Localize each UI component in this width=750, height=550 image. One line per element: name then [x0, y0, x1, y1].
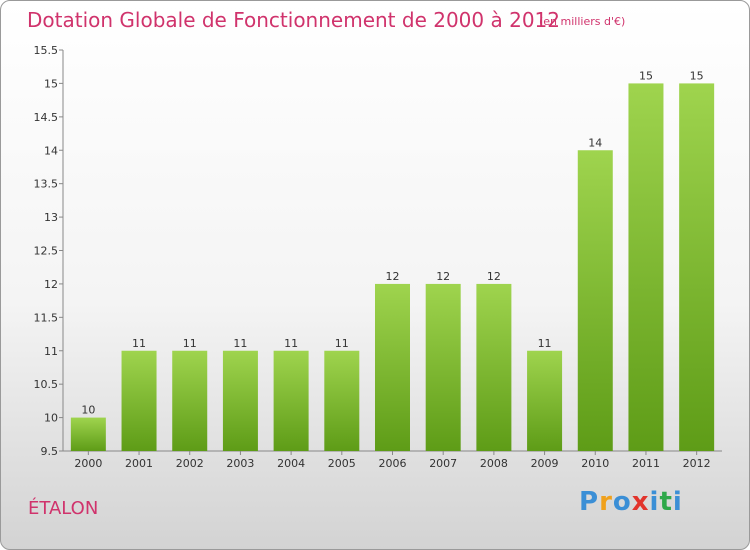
- y-tick-label: 11: [44, 345, 58, 358]
- bar: [527, 350, 563, 451]
- bar-value-label: 12: [487, 270, 501, 283]
- logo-letter: r: [599, 487, 613, 517]
- bar: [425, 283, 461, 451]
- bar-value-label: 11: [233, 337, 247, 350]
- x-tick-label: 2001: [125, 457, 153, 470]
- x-tick-label: 2000: [74, 457, 102, 470]
- logo-letter: i: [672, 487, 683, 517]
- bar: [679, 83, 715, 452]
- y-tick-label: 14: [44, 144, 58, 157]
- x-tick-label: 2003: [226, 457, 254, 470]
- bar: [375, 283, 410, 451]
- bar-value-label: 11: [183, 337, 197, 350]
- x-tick-label: 2004: [277, 457, 305, 470]
- x-tick-label: 2007: [429, 457, 457, 470]
- bar: [222, 350, 258, 451]
- bar-value-label: 15: [639, 69, 653, 82]
- bar-value-label: 14: [588, 136, 602, 149]
- proxiti-logo: Proxiti: [579, 487, 683, 517]
- logo-letter: P: [579, 487, 600, 517]
- y-tick-label: 15.5: [34, 44, 59, 57]
- bar-value-label: 11: [284, 337, 298, 350]
- logo-letter: x: [631, 487, 650, 517]
- bar: [577, 150, 613, 451]
- x-tick-label: 2009: [531, 457, 559, 470]
- x-tick-label: 2010: [581, 457, 609, 470]
- bar-value-label: 12: [436, 270, 450, 283]
- x-tick-label: 2002: [176, 457, 204, 470]
- x-tick-label: 2005: [328, 457, 356, 470]
- bar-value-label: 11: [335, 337, 349, 350]
- y-tick-label: 10.5: [34, 378, 59, 391]
- y-tick-label: 14.5: [34, 111, 59, 124]
- y-tick-label: 12.5: [34, 245, 59, 258]
- x-tick-label: 2011: [632, 457, 660, 470]
- data-labels: 10 11 11 11 11 11 12 12 12 11 14 15 15: [81, 69, 703, 416]
- bar: [70, 417, 106, 451]
- y-tick-label: 12: [44, 278, 58, 291]
- bar-value-label: 10: [81, 404, 95, 417]
- bar-value-label: 12: [386, 270, 400, 283]
- x-tick-label: 2012: [683, 457, 711, 470]
- bar: [628, 83, 664, 452]
- chart-unit: (en milliers d'€): [539, 15, 626, 28]
- y-tick-label: 9.5: [41, 445, 59, 458]
- bar-value-label: 15: [690, 69, 704, 82]
- y-tick-label: 10: [44, 412, 58, 425]
- bar: [476, 283, 512, 451]
- logo-letter: t: [659, 487, 673, 517]
- y-tick-label: 13: [44, 211, 58, 224]
- y-tick-label: 13.5: [34, 178, 59, 191]
- bars: [70, 83, 715, 452]
- bar: [172, 350, 208, 451]
- bar-value-label: 11: [538, 337, 552, 350]
- place-name: ÉTALON: [28, 498, 99, 519]
- logo-letter: i: [649, 487, 660, 517]
- x-tick-label: 2008: [480, 457, 508, 470]
- bar: [273, 350, 309, 451]
- chart-title: Dotation Globale de Fonctionnement de 20…: [27, 8, 560, 32]
- bar: [121, 350, 157, 451]
- logo-letter: o: [612, 487, 632, 517]
- bar: [324, 350, 360, 451]
- y-tick-label: 15: [44, 77, 58, 90]
- axes: 9.5 10 10.5 11 11.5 12 12.5 13 13.5 14 14.5 15 15.5 2…: [34, 44, 722, 470]
- bar-value-label: 11: [132, 337, 146, 350]
- y-tick-label: 11.5: [34, 311, 59, 324]
- x-tick-label: 2006: [379, 457, 407, 470]
